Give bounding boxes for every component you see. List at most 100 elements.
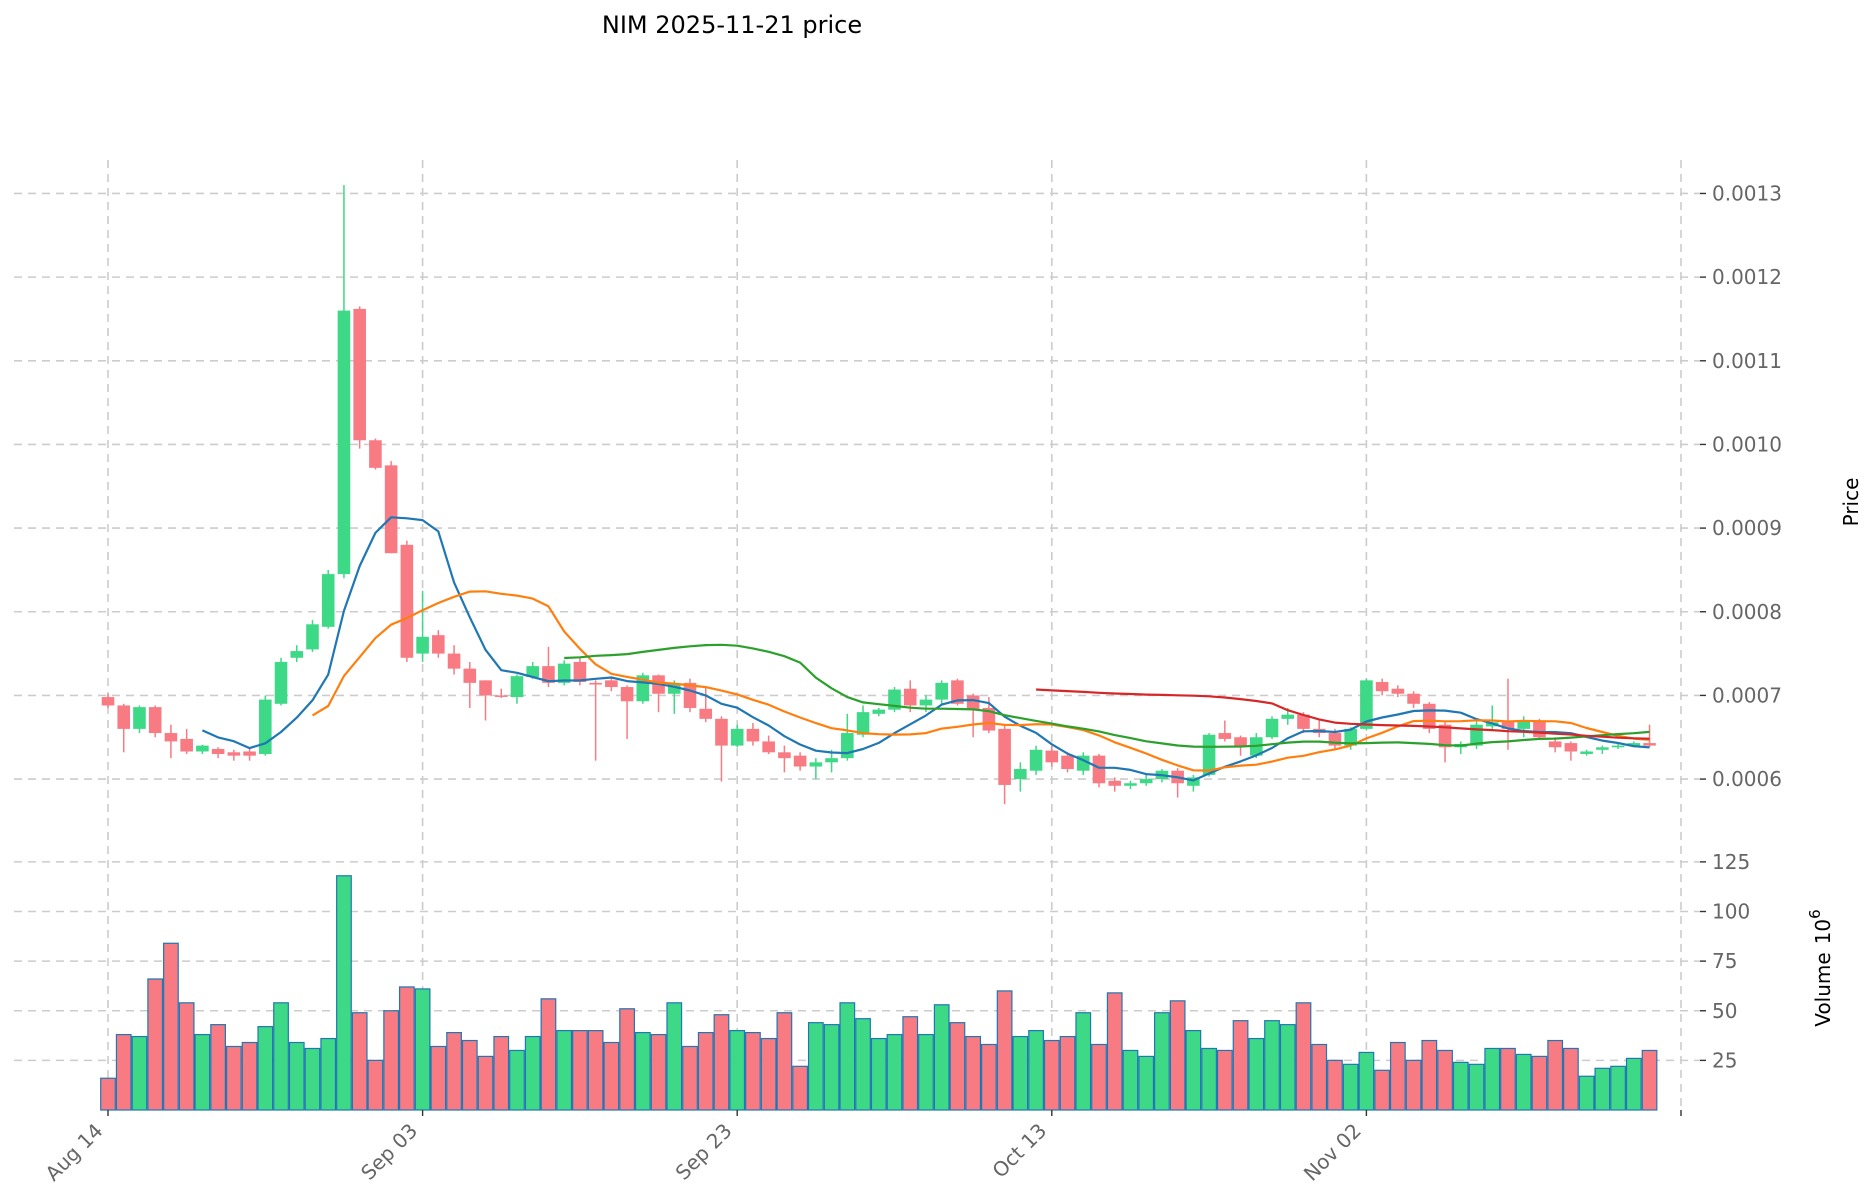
volume-bar xyxy=(367,1059,384,1111)
volume-bar xyxy=(603,1041,620,1111)
price-tick-label: 0.0012 xyxy=(1712,265,1782,289)
volume-bar xyxy=(398,986,415,1111)
volume-tick-label: 100 xyxy=(1712,900,1750,924)
volume-bar xyxy=(493,1035,510,1111)
candle-body xyxy=(1139,779,1153,784)
volume-bar xyxy=(918,1033,934,1111)
candle-body xyxy=(133,707,146,729)
candle-body xyxy=(1611,745,1625,748)
candle-body xyxy=(1124,783,1137,786)
volume-bar xyxy=(1358,1051,1375,1111)
volume-axis-label-text: Volume xyxy=(1811,952,1835,1026)
candle-body xyxy=(793,755,807,767)
candle-body xyxy=(1029,749,1043,771)
price-tick-label: 0.0009 xyxy=(1712,516,1782,540)
candle-body xyxy=(730,728,744,746)
volume-bar xyxy=(1641,1049,1658,1111)
volume-bar xyxy=(1342,1063,1359,1111)
volume-bar xyxy=(1248,1037,1265,1111)
volume-bar xyxy=(225,1045,242,1111)
volume-bar xyxy=(1547,1039,1564,1111)
volume-bar xyxy=(1185,1030,1202,1111)
candle-body xyxy=(1548,741,1562,748)
candle-body xyxy=(1187,777,1200,786)
candle-body xyxy=(1061,755,1074,770)
candle-body xyxy=(1281,714,1295,719)
candle-body xyxy=(1202,734,1216,775)
volume-bar xyxy=(587,1030,604,1111)
candle-body xyxy=(164,733,178,742)
candle-body xyxy=(384,465,398,554)
volume-bar xyxy=(902,1016,919,1111)
volume-bar xyxy=(414,988,431,1111)
candle-body xyxy=(1517,720,1530,729)
volume-bar xyxy=(1405,1059,1422,1111)
volume-bar xyxy=(351,1012,368,1111)
volume-bar xyxy=(524,1035,541,1111)
candle-body xyxy=(746,728,760,742)
candle-body xyxy=(605,680,618,688)
candle-body xyxy=(998,728,1011,785)
volume-bar xyxy=(1594,1067,1611,1111)
volume-bar xyxy=(745,1031,761,1111)
volume-bar xyxy=(288,1041,305,1111)
candle-body xyxy=(935,682,948,700)
volume-bar xyxy=(1437,1049,1453,1111)
candle-body xyxy=(1234,737,1247,746)
price-tick-label: 0.0008 xyxy=(1712,600,1782,624)
candle-body xyxy=(416,636,429,654)
volume-bar xyxy=(682,1045,698,1111)
volume-bar xyxy=(1138,1055,1155,1111)
candle-body xyxy=(1108,780,1122,786)
candle-body xyxy=(180,738,193,752)
candle-body xyxy=(589,682,602,685)
candle-body xyxy=(1218,733,1232,739)
price-tick-label: 0.0006 xyxy=(1712,767,1782,791)
volume-bar xyxy=(666,1002,683,1111)
volume-bar xyxy=(1154,1012,1170,1111)
volume-bar xyxy=(446,1031,462,1111)
candle-body xyxy=(903,688,917,706)
volume-bar xyxy=(273,1002,289,1111)
volume-bar xyxy=(1012,1035,1029,1111)
volume-bar xyxy=(760,1037,777,1111)
candle-body xyxy=(951,680,964,704)
candle-body xyxy=(1407,693,1420,704)
volume-bar xyxy=(1327,1059,1343,1111)
candle-body xyxy=(148,707,162,734)
price-tick-label: 0.0010 xyxy=(1712,432,1782,456)
candle-body xyxy=(196,745,209,752)
volume-bar xyxy=(729,1030,746,1111)
chart-title: NIM 2025-11-21 price xyxy=(602,11,862,39)
price-tick-label: 0.0013 xyxy=(1712,181,1782,205)
volume-bar xyxy=(823,1024,840,1111)
price-tick-label: 0.0011 xyxy=(1712,349,1782,373)
volume-bar xyxy=(1562,1047,1579,1111)
volume-bar xyxy=(792,1065,809,1111)
candle-body xyxy=(117,705,131,729)
volume-bar xyxy=(461,1039,478,1111)
volume-bar xyxy=(1311,1043,1328,1111)
volume-bar xyxy=(1264,1020,1280,1111)
volume-bar xyxy=(1122,1049,1139,1111)
candle-body xyxy=(1360,680,1373,729)
volume-bar xyxy=(100,1077,116,1111)
volume-bar xyxy=(650,1033,667,1111)
candle-body xyxy=(966,695,980,710)
volume-bar xyxy=(1421,1039,1438,1111)
volume-bar xyxy=(870,1037,887,1111)
volume-bar xyxy=(336,875,352,1111)
volume-bar xyxy=(697,1031,714,1111)
candle-body xyxy=(1501,722,1515,729)
candle-body xyxy=(762,741,775,753)
volume-bar xyxy=(1279,1024,1296,1111)
ma60-line xyxy=(1036,688,1650,740)
volume-bar xyxy=(509,1049,525,1111)
volume-bar xyxy=(1295,1002,1312,1111)
volume-bar xyxy=(980,1043,997,1111)
volume-tick-label: 75 xyxy=(1712,949,1737,973)
candle-body xyxy=(290,651,304,658)
candle-body xyxy=(542,666,555,683)
